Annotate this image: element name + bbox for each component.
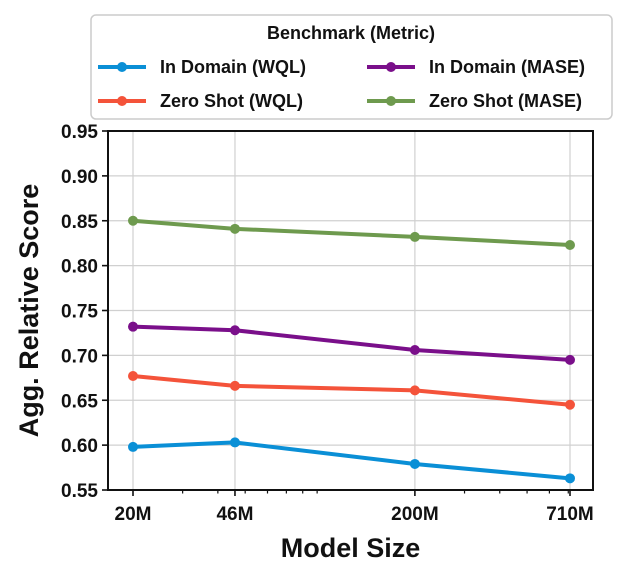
y-tick-label: 0.80 bbox=[61, 257, 98, 278]
legend-item-zero-shot-mase: Zero Shot (MASE) bbox=[367, 91, 582, 111]
legend-item-zero-shot-wql: Zero Shot (WQL) bbox=[98, 91, 303, 111]
x-tick-label: 200M bbox=[391, 504, 439, 525]
data-point-in-domain-mase bbox=[565, 354, 575, 365]
legend-entries: In Domain (WQL) Zero Shot (WQL) In Domain … bbox=[98, 57, 585, 111]
legend-swatch-marker bbox=[117, 96, 127, 106]
data-point-in-domain-mase bbox=[409, 344, 420, 355]
data-point-in-domain-wql bbox=[229, 437, 240, 448]
legend-label: Zero Shot (MASE) bbox=[429, 91, 582, 111]
x-tick-label: 710M bbox=[546, 504, 594, 525]
legend-swatch-marker bbox=[117, 62, 127, 72]
series-line-zero-shot-mase bbox=[131, 218, 572, 247]
y-tick-label: 0.70 bbox=[61, 346, 98, 367]
x-tick-label: 46M bbox=[216, 504, 253, 525]
series-line-in-domain-wql bbox=[131, 440, 572, 481]
y-tick-label: 0.65 bbox=[61, 391, 98, 412]
legend-label: In Domain (MASE) bbox=[429, 57, 585, 77]
data-point-in-domain-wql bbox=[565, 473, 575, 484]
legend-item-in-domain-wql: In Domain (WQL) bbox=[98, 57, 306, 77]
y-tick-label: 0.85 bbox=[61, 212, 98, 233]
data-point-in-domain-mase bbox=[128, 321, 138, 332]
y-tick-label: 0.90 bbox=[61, 167, 98, 188]
data-point-zero-shot-mase bbox=[128, 215, 138, 226]
legend-swatch-marker bbox=[386, 96, 396, 106]
data-point-zero-shot-wql bbox=[128, 371, 138, 382]
data-point-in-domain-mase bbox=[229, 325, 240, 336]
data-point-zero-shot-mase bbox=[565, 239, 575, 250]
legend-label: In Domain (WQL) bbox=[160, 57, 306, 77]
series-layer bbox=[128, 215, 575, 484]
data-point-zero-shot-wql bbox=[409, 385, 420, 396]
y-tick-label: 0.60 bbox=[61, 436, 98, 457]
y-tick-label: 0.75 bbox=[61, 302, 98, 323]
x-tick-label: 20M bbox=[115, 504, 152, 525]
series-line-zero-shot-wql bbox=[131, 374, 572, 407]
tick-layer: 0.55 0.60 0.65 0.70 0.75 0.80 0.85 0.90 0.95 20M 4… bbox=[61, 122, 594, 525]
data-point-zero-shot-mase bbox=[409, 231, 420, 242]
legend-box bbox=[90, 14, 613, 120]
y-tick-label: 0.55 bbox=[61, 481, 98, 502]
x-axis-title: Model Size bbox=[281, 533, 421, 563]
legend-title: Benchmark (Metric) bbox=[267, 23, 435, 43]
grid-layer bbox=[108, 130, 593, 491]
data-point-zero-shot-wql bbox=[229, 380, 240, 391]
y-tick-label: 0.95 bbox=[61, 122, 98, 143]
series-line-in-domain-mase bbox=[131, 324, 572, 362]
legend-label: Zero Shot (WQL) bbox=[160, 91, 303, 111]
legend: Benchmark (Metric) In Domain (WQL) Zero S… bbox=[90, 14, 613, 120]
data-point-zero-shot-wql bbox=[565, 399, 575, 410]
y-axis-title: Agg. Relative Score bbox=[14, 184, 44, 438]
legend-swatch-marker bbox=[386, 62, 396, 72]
data-point-zero-shot-mase bbox=[229, 223, 240, 234]
legend-item-in-domain-mase: In Domain (MASE) bbox=[367, 57, 585, 77]
data-point-in-domain-wql bbox=[409, 458, 420, 469]
data-point-in-domain-wql bbox=[128, 441, 138, 452]
